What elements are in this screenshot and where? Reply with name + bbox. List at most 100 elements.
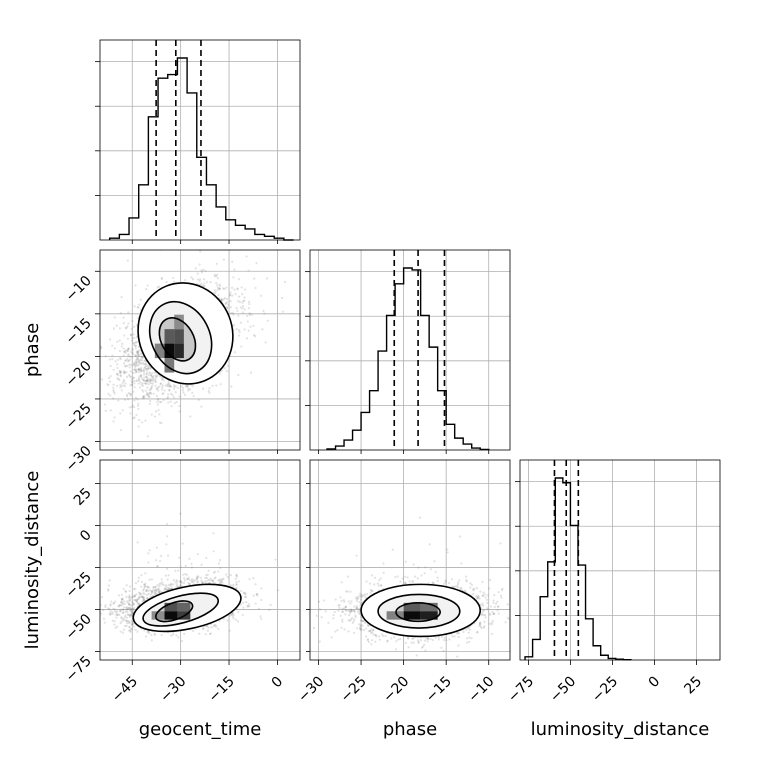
scatter-point [170, 635, 172, 637]
scatter-point [216, 263, 218, 265]
scatter-point [200, 283, 202, 285]
scatter-point [101, 378, 103, 380]
scatter-point [214, 624, 216, 626]
scatter-point [119, 386, 121, 388]
scatter-point [158, 591, 160, 593]
scatter-point [107, 590, 109, 592]
scatter-point [240, 306, 242, 308]
scatter-point [122, 316, 124, 318]
scatter-point [176, 583, 178, 585]
scatter-point [144, 584, 146, 586]
scatter-point [131, 337, 133, 339]
scatter-point [109, 603, 111, 605]
scatter-point [112, 387, 114, 389]
scatter-point [121, 343, 123, 345]
scatter-point [206, 281, 208, 283]
scatter-point [124, 611, 126, 613]
scatter-point [172, 583, 174, 585]
scatter-point [166, 568, 168, 570]
scatter-point [252, 325, 254, 327]
scatter-point [260, 618, 262, 620]
scatter-point [243, 296, 245, 298]
scatter-point [133, 406, 135, 408]
scatter-point [175, 579, 177, 581]
scatter-point [131, 381, 133, 383]
panel-frame [310, 250, 510, 450]
scatter-point [151, 590, 153, 592]
scatter-point [161, 278, 163, 280]
scatter-point [206, 577, 208, 579]
scatter-point [181, 640, 183, 642]
scatter-point [222, 287, 224, 289]
scatter-point [136, 352, 138, 354]
scatter-point [128, 348, 130, 350]
scatter-point [161, 388, 163, 390]
scatter-point [236, 310, 238, 312]
scatter-point [148, 372, 150, 374]
scatter-point [161, 578, 163, 580]
scatter-point [140, 382, 142, 384]
scatter-point [182, 574, 184, 576]
scatter-point [268, 609, 270, 611]
scatter-point [104, 403, 106, 405]
scatter-point [148, 383, 150, 385]
scatter-point [152, 586, 154, 588]
scatter-point [232, 617, 234, 619]
scatter-point [104, 622, 106, 624]
scatter-point [145, 288, 147, 290]
scatter-point [97, 617, 99, 619]
scatter-point [218, 579, 220, 581]
scatter-point [109, 394, 111, 396]
scatter-point [217, 570, 219, 572]
scatter-point [136, 631, 138, 633]
scatter-point [123, 588, 125, 590]
scatter-point [144, 420, 146, 422]
scatter-point [128, 364, 130, 366]
scatter-point [188, 558, 190, 560]
scatter-point [109, 365, 111, 367]
scatter-point [109, 380, 111, 382]
scatter-point [139, 229, 141, 231]
scatter-point [244, 328, 246, 330]
scatter-point [231, 261, 233, 263]
scatter-point [235, 578, 237, 580]
scatter-point [151, 413, 153, 415]
scatter-point [281, 297, 283, 299]
scatter-point [131, 340, 133, 342]
scatter-point [122, 382, 124, 384]
scatter-point [166, 586, 168, 588]
scatter-point [184, 394, 186, 396]
scatter-point [214, 576, 216, 578]
scatter-point [123, 370, 125, 372]
scatter-point [149, 378, 151, 380]
scatter-point [174, 570, 176, 572]
scatter-point [145, 383, 147, 385]
scatter-point [136, 364, 138, 366]
scatter-point [131, 349, 133, 351]
scatter-point [220, 383, 222, 385]
scatter-point [79, 599, 81, 601]
scatter-point [241, 293, 243, 295]
scatter-point [254, 583, 256, 585]
scatter-point [138, 425, 140, 427]
scatter-point [137, 307, 139, 309]
scatter-point [94, 337, 96, 339]
scatter-point [149, 391, 151, 393]
scatter-point [238, 296, 240, 298]
scatter-point [229, 294, 231, 296]
scatter-point [154, 634, 156, 636]
scatter-point [135, 347, 137, 349]
scatter-point [167, 383, 169, 385]
scatter-point [138, 375, 140, 377]
scatter-point [145, 368, 147, 370]
scatter-point [132, 603, 134, 605]
scatter-point [127, 259, 129, 261]
scatter-point [240, 345, 242, 347]
scatter-point [183, 577, 185, 579]
scatter-point [146, 386, 148, 388]
scatter-point [236, 307, 238, 309]
scatter-point [126, 584, 128, 586]
scatter-point [171, 405, 173, 407]
scatter-point [130, 334, 132, 336]
scatter-point [212, 580, 214, 582]
